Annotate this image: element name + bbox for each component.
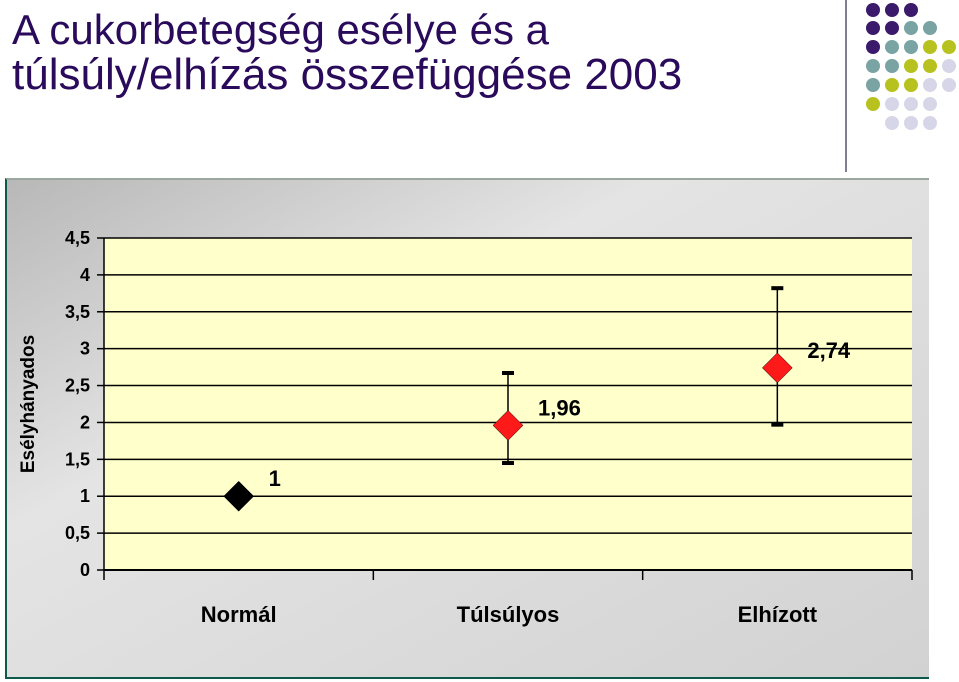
- decorative-dot: [866, 78, 880, 92]
- decorative-dot: [904, 78, 918, 92]
- decorative-dot: [885, 116, 899, 130]
- y-tick-label: 3,5: [65, 302, 90, 322]
- y-tick-label: 2,5: [65, 376, 90, 396]
- y-tick-label: 4,5: [65, 228, 90, 248]
- decorative-dot: [942, 59, 956, 73]
- decorative-dot: [942, 78, 956, 92]
- y-tick-label: 1,5: [65, 449, 90, 469]
- data-point-marker: [223, 480, 255, 512]
- decorative-dot: [923, 97, 937, 111]
- decorative-dot: [885, 3, 899, 17]
- decorative-dot: [904, 97, 918, 111]
- slide-title-line2: túlsúly/elhízás összefüggése 2003: [12, 50, 683, 100]
- data-value-label: 1,96: [538, 395, 581, 420]
- y-tick-label: 2: [80, 412, 90, 432]
- chart-frame: 0 0,5 1 1,5 2 2,5 3 3,5 4 4,5 Esélyhányados Normál 1…: [5, 178, 929, 679]
- decorative-dot: [866, 59, 880, 73]
- x-category-label: Normál: [201, 602, 277, 627]
- decorative-dot: [885, 97, 899, 111]
- decorative-dot: [904, 116, 918, 130]
- decorative-dot: [923, 116, 937, 130]
- title-divider: [845, 0, 847, 172]
- y-tick-label: 4: [80, 265, 90, 285]
- decorative-dot: [885, 21, 899, 35]
- decorative-dot: [923, 21, 937, 35]
- x-category-label: Túlsúlyos: [457, 602, 560, 627]
- slide-title: A cukorbetegség esélye és a túlsúly/elhí…: [12, 6, 832, 100]
- odds-ratio-chart: 0 0,5 1 1,5 2 2,5 3 3,5 4 4,5 Esélyhányados Normál 1…: [7, 180, 929, 677]
- decorative-dot: [904, 3, 918, 17]
- decorative-dot: [923, 59, 937, 73]
- decorative-dot: [904, 59, 918, 73]
- x-category-label: Elhízott: [738, 602, 818, 627]
- decorative-dot: [942, 40, 956, 54]
- y-axis-label: Esélyhányados: [18, 335, 39, 473]
- data-point-marker: [761, 352, 793, 384]
- y-tick-label: 3: [80, 339, 90, 359]
- y-tick-label: 1: [80, 486, 90, 506]
- decorative-dot: [904, 40, 918, 54]
- decorative-dot: [866, 3, 880, 17]
- data-value-label: 2,74: [807, 338, 851, 363]
- slide-title-line1: A cukorbetegség esélye és a: [12, 6, 550, 53]
- decorative-dot: [923, 40, 937, 54]
- data-value-label: 1: [269, 466, 281, 491]
- decorative-dot: [923, 78, 937, 92]
- decorative-dot: [885, 40, 899, 54]
- decorative-dot: [885, 59, 899, 73]
- decorative-dot: [866, 97, 880, 111]
- decorative-dot: [866, 21, 880, 35]
- y-tick-label: 0,5: [65, 523, 90, 543]
- decorative-dot-grid: [866, 3, 956, 130]
- decorative-dot: [885, 78, 899, 92]
- decorative-dot: [866, 40, 880, 54]
- decorative-dot: [904, 21, 918, 35]
- data-point-marker: [492, 410, 524, 441]
- y-tick-label: 0: [80, 560, 90, 580]
